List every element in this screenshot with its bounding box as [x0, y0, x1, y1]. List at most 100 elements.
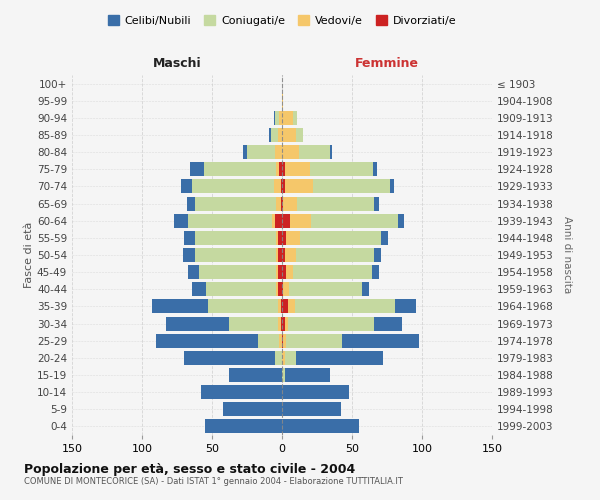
- Bar: [188, 265, 199, 279]
- Bar: [282, 385, 349, 399]
- Bar: [193, 180, 274, 194]
- Bar: [187, 196, 195, 210]
- Bar: [229, 316, 278, 330]
- Bar: [289, 282, 362, 296]
- Bar: [313, 180, 390, 194]
- Bar: [152, 300, 208, 314]
- Bar: [277, 265, 278, 279]
- Bar: [296, 351, 383, 365]
- Bar: [174, 214, 188, 228]
- Bar: [275, 111, 279, 125]
- Bar: [311, 214, 398, 228]
- Bar: [374, 316, 403, 330]
- Bar: [286, 334, 342, 347]
- Bar: [283, 334, 286, 347]
- Bar: [390, 180, 394, 194]
- Bar: [156, 334, 258, 347]
- Bar: [184, 231, 195, 245]
- Bar: [285, 351, 296, 365]
- Bar: [201, 385, 282, 399]
- Bar: [285, 368, 329, 382]
- Bar: [181, 180, 193, 194]
- Bar: [184, 351, 275, 365]
- Bar: [281, 196, 282, 210]
- Bar: [282, 128, 296, 142]
- Bar: [282, 368, 285, 382]
- Bar: [195, 196, 277, 210]
- Bar: [247, 145, 275, 159]
- Bar: [362, 282, 369, 296]
- Bar: [282, 351, 285, 365]
- Bar: [285, 316, 287, 330]
- Bar: [272, 214, 275, 228]
- Bar: [281, 300, 282, 314]
- Bar: [275, 214, 282, 228]
- Bar: [282, 196, 283, 210]
- Text: Maschi: Maschi: [152, 57, 202, 70]
- Bar: [282, 248, 285, 262]
- Bar: [296, 128, 303, 142]
- Bar: [278, 316, 281, 330]
- Bar: [243, 145, 247, 159]
- Bar: [269, 128, 271, 142]
- Bar: [278, 300, 281, 314]
- Bar: [278, 282, 282, 296]
- Bar: [398, 214, 404, 228]
- Bar: [286, 265, 293, 279]
- Bar: [206, 282, 277, 296]
- Bar: [275, 145, 282, 159]
- Y-axis label: Anni di nascita: Anni di nascita: [563, 216, 572, 294]
- Bar: [258, 334, 279, 347]
- Y-axis label: Fasce di età: Fasce di età: [24, 222, 34, 288]
- Bar: [282, 111, 293, 125]
- Legend: Celibi/Nubili, Coniugati/e, Vedovi/e, Divorziati/e: Celibi/Nubili, Coniugati/e, Vedovi/e, Di…: [103, 10, 461, 30]
- Bar: [282, 402, 341, 416]
- Bar: [371, 265, 379, 279]
- Bar: [287, 316, 374, 330]
- Bar: [282, 334, 283, 347]
- Bar: [279, 111, 282, 125]
- Bar: [329, 145, 332, 159]
- Bar: [277, 231, 278, 245]
- Bar: [290, 214, 311, 228]
- Bar: [282, 180, 285, 194]
- Bar: [295, 300, 395, 314]
- Bar: [298, 196, 374, 210]
- Bar: [282, 282, 283, 296]
- Bar: [281, 316, 282, 330]
- Bar: [166, 316, 229, 330]
- Bar: [282, 231, 286, 245]
- Bar: [282, 300, 287, 314]
- Bar: [382, 231, 388, 245]
- Bar: [208, 300, 278, 314]
- Bar: [271, 128, 278, 142]
- Text: Femmine: Femmine: [355, 57, 419, 70]
- Bar: [203, 162, 277, 176]
- Bar: [300, 231, 382, 245]
- Bar: [223, 402, 282, 416]
- Bar: [278, 231, 282, 245]
- Bar: [277, 248, 278, 262]
- Bar: [282, 214, 290, 228]
- Bar: [279, 334, 282, 347]
- Bar: [229, 368, 282, 382]
- Bar: [277, 282, 278, 296]
- Bar: [374, 248, 382, 262]
- Bar: [299, 145, 329, 159]
- Bar: [193, 282, 206, 296]
- Bar: [279, 162, 282, 176]
- Bar: [293, 111, 298, 125]
- Bar: [275, 351, 282, 365]
- Bar: [285, 180, 313, 194]
- Bar: [342, 334, 419, 347]
- Bar: [285, 248, 296, 262]
- Bar: [274, 111, 275, 125]
- Bar: [199, 265, 277, 279]
- Bar: [281, 180, 282, 194]
- Bar: [395, 300, 416, 314]
- Bar: [283, 282, 289, 296]
- Bar: [293, 265, 371, 279]
- Bar: [277, 162, 279, 176]
- Bar: [310, 162, 373, 176]
- Bar: [373, 162, 377, 176]
